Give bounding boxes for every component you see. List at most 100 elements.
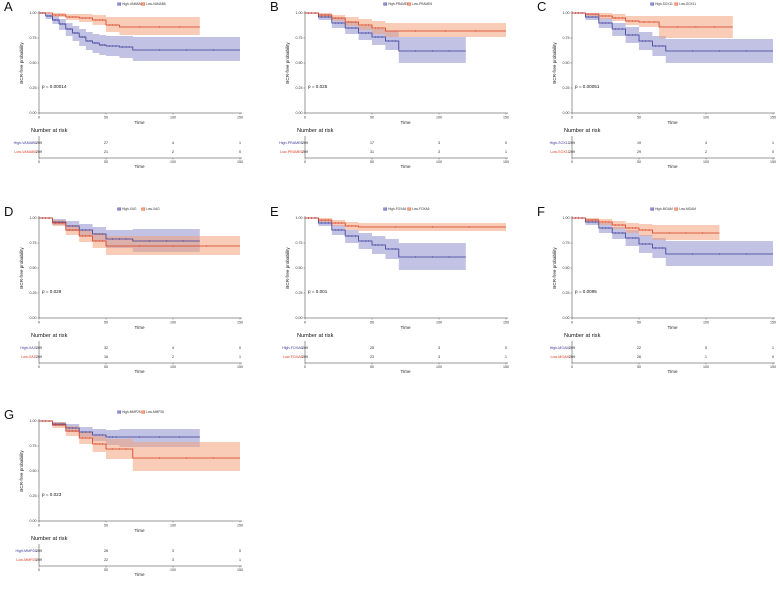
risk-count: 4 (705, 141, 707, 145)
x-tick-label: 100 (170, 524, 176, 528)
risk-count: 1 (705, 355, 707, 359)
km-panel-g: G High-MMP26 Low-MMP26 0.00 0.25 0.50 0.75 1.00… (4, 407, 243, 577)
risk-table-title: Number at risk (31, 536, 68, 542)
y-tick-label: 0.25 (296, 86, 303, 90)
risk-count: 5 (705, 346, 707, 350)
y-tick-label: 1.00 (30, 419, 37, 423)
risk-x-tick-label: 150 (503, 365, 509, 369)
legend-swatch-low (407, 207, 412, 211)
risk-x-tick-label: 0 (38, 568, 40, 572)
risk-x-tick-label: 0 (304, 160, 306, 164)
risk-count: 4 (172, 346, 174, 350)
risk-count: 0 (772, 150, 774, 154)
y-tick-label: 0.75 (296, 36, 303, 40)
x-tick-label: 0 (304, 321, 306, 325)
y-tick-label: 0.25 (30, 291, 37, 295)
risk-x-axis-title: Time (400, 369, 410, 374)
risk-count: 0 (239, 150, 241, 154)
y-tick-label: 0.00 (563, 316, 570, 320)
y-tick-label: 1.00 (296, 216, 303, 220)
legend-label-high: High-PRAME6 (388, 2, 409, 6)
risk-count: 0 (239, 549, 241, 553)
risk-row-label-low: Low-XAG (21, 355, 37, 359)
risk-row-label-high: High-PRAME6 (279, 141, 302, 145)
risk-table-title: Number at risk (564, 333, 601, 339)
risk-x-tick-label: 50 (104, 160, 108, 164)
y-tick-label: 0.25 (30, 86, 37, 90)
y-tick-label: 0.50 (563, 266, 570, 270)
ci-band-low (572, 13, 733, 38)
risk-count: 209 (36, 549, 42, 553)
risk-x-tick-label: 100 (703, 160, 709, 164)
risk-count: 2 (705, 150, 707, 154)
p-value: p = 0.001 (308, 289, 328, 294)
x-axis-title: Time (667, 120, 677, 125)
risk-x-tick-label: 100 (703, 365, 709, 369)
legend-label-high: High-FOXA6 (388, 207, 406, 211)
y-axis-title: BCR-free probability (19, 42, 24, 84)
risk-x-tick-label: 150 (503, 160, 509, 164)
legend-swatch-low (407, 2, 412, 6)
x-tick-label: 50 (370, 321, 374, 325)
x-tick-label: 100 (703, 321, 709, 325)
p-value: p = 0.00051 (575, 84, 600, 89)
risk-count: 1 (505, 150, 507, 154)
risk-row-label-low: Low-PRAME6 (280, 150, 303, 154)
risk-count: 0 (239, 346, 241, 350)
risk-x-tick-label: 50 (370, 160, 374, 164)
risk-row-label-high: High-MMP26 (16, 549, 37, 553)
risk-row-label-low: Low-FOXA6 (283, 355, 303, 359)
risk-x-tick-label: 150 (237, 160, 243, 164)
y-tick-label: 0.25 (563, 86, 570, 90)
risk-count: 16 (104, 355, 108, 359)
ci-band-low (39, 13, 200, 35)
legend-swatch-low (141, 410, 146, 414)
risk-x-tick-label: 100 (170, 365, 176, 369)
x-axis-title: Time (134, 120, 144, 125)
legend-label-low: Low-PRAME6 (412, 2, 432, 6)
risk-x-tick-label: 0 (304, 365, 306, 369)
x-axis-title: Time (400, 325, 410, 330)
y-tick-label: 0.50 (296, 61, 303, 65)
ci-band-low (305, 218, 506, 231)
x-tick-label: 100 (703, 116, 709, 120)
y-axis-title: BCR-free probability (19, 450, 24, 492)
ci-band-high (572, 13, 773, 63)
risk-count: 209 (302, 355, 308, 359)
legend-label-high: High-MMP26 (122, 410, 141, 414)
y-tick-label: 1.00 (563, 216, 570, 220)
y-tick-label: 0.00 (30, 519, 37, 523)
panel-letter: A (4, 0, 13, 14)
legend-label-low: Low-XAG (146, 207, 160, 211)
risk-count: 32 (104, 346, 108, 350)
legend-swatch-high (650, 2, 655, 6)
y-tick-label: 0.00 (563, 111, 570, 115)
panel-letter: F (537, 204, 545, 219)
risk-count: 27 (104, 141, 108, 145)
risk-count: 31 (370, 150, 374, 154)
km-panel-b: B High-PRAME6 Low-PRAME60.000.250.500.751.… (270, 0, 509, 169)
risk-x-tick-label: 0 (38, 160, 40, 164)
x-tick-label: 150 (237, 321, 243, 325)
panel-letter: D (4, 204, 13, 219)
risk-x-tick-label: 50 (104, 365, 108, 369)
risk-count: 0 (772, 355, 774, 359)
x-tick-label: 50 (104, 321, 108, 325)
y-tick-label: 0.75 (30, 36, 37, 40)
km-panel-f: F High-MGAM Low-MGAM 0.00 0.25 0.50 0.75 1.00 0 5… (537, 204, 776, 374)
y-tick-label: 0.50 (30, 266, 37, 270)
p-value: p = 0.029 (42, 289, 62, 294)
y-axis-title: BCR-free probability (552, 42, 557, 84)
risk-count: 3 (172, 558, 174, 562)
x-tick-label: 0 (571, 116, 573, 120)
risk-count: 26 (637, 355, 641, 359)
risk-count: 1 (239, 558, 241, 562)
risk-count: 23 (370, 355, 374, 359)
y-tick-label: 0.50 (30, 469, 37, 473)
legend-label-high: High-SOX11 (655, 2, 673, 6)
y-tick-label: 0.25 (30, 494, 37, 498)
y-axis-title: BCR-free probability (19, 247, 24, 289)
y-tick-label: 0.75 (296, 241, 303, 245)
risk-count: 1 (505, 355, 507, 359)
legend-label-high: High-VAMAB6 (122, 2, 143, 6)
